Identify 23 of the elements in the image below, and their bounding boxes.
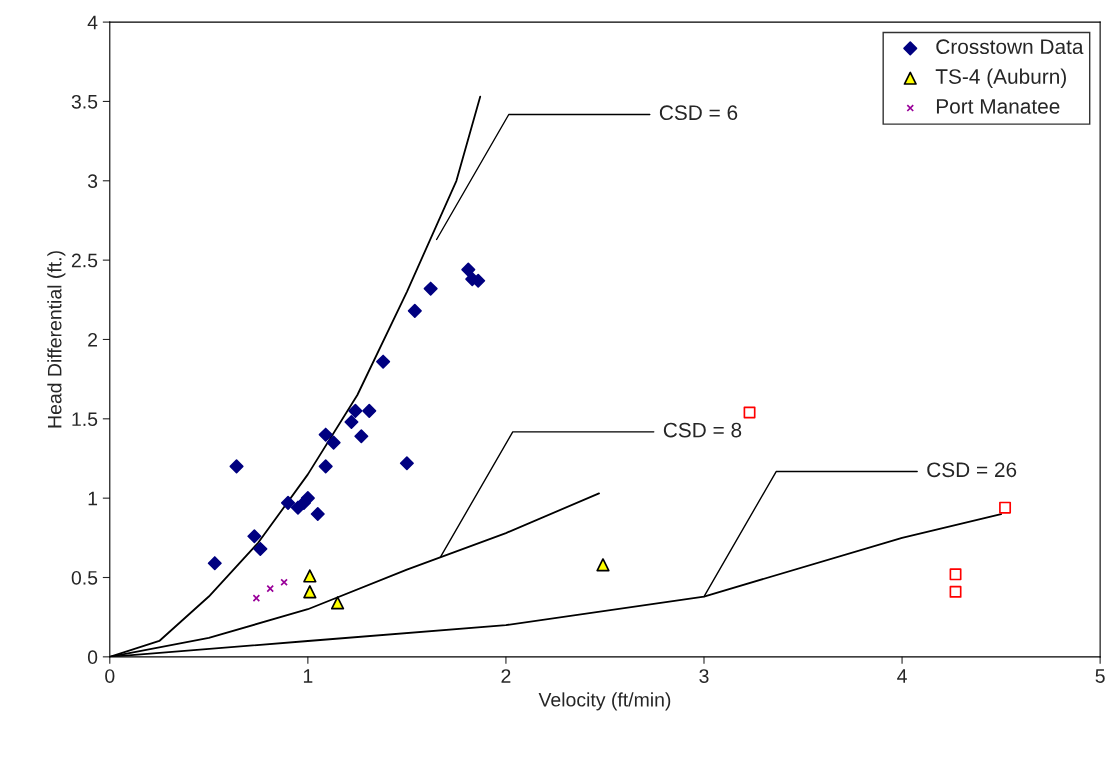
- annotation: CSD = 6: [659, 105, 738, 121]
- y-tick-label: 2: [88, 332, 98, 347]
- y-tick-label: 2.5: [71, 253, 98, 268]
- y-tick-label: 4: [87, 15, 98, 30]
- legend-label: TS-4 (Auburn): [935, 68, 1066, 89]
- y-axis-title: Head Differential (ft.): [47, 251, 66, 428]
- legend-label: Crosstown Data: [936, 39, 1084, 55]
- y-tick-label: 1.5: [72, 412, 98, 427]
- x-tick-label: 4: [897, 669, 907, 683]
- x-tick-label: 1: [303, 669, 313, 683]
- x-axis-title: Velocity (ft/min): [538, 692, 671, 711]
- y-tick-label: 3: [87, 174, 98, 189]
- x-tick-label: 2: [501, 669, 511, 683]
- annotation: CSD = 26: [927, 462, 1017, 478]
- y-tick-label: 3.5: [71, 94, 98, 109]
- annotation: CSD = 8: [663, 422, 742, 438]
- x-tick-label: 5: [1095, 669, 1105, 683]
- y-tick-label: 1: [88, 491, 98, 506]
- y-tick-label: 0.5: [71, 570, 98, 585]
- x-tick-label: 0: [105, 669, 115, 683]
- x-tick-label: 3: [699, 669, 709, 683]
- y-tick-label: 0: [87, 650, 98, 665]
- legend-label: Port Manatee: [936, 99, 1060, 114]
